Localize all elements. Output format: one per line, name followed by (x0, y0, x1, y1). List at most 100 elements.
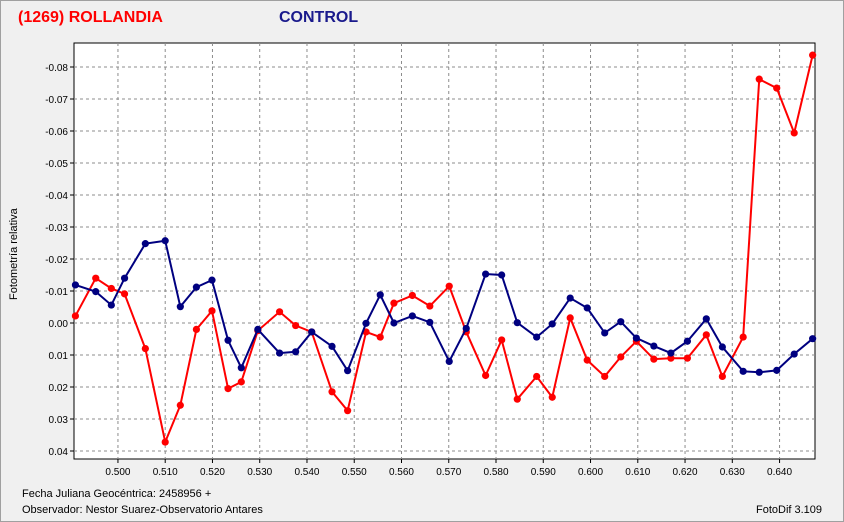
target-data-point (208, 307, 216, 315)
control-data-point (632, 334, 640, 342)
control-data-point (71, 281, 80, 289)
control-data-point (773, 366, 781, 374)
control-data-point (445, 357, 453, 365)
control-data-point (254, 325, 262, 333)
y-tick-label: 0.02 (49, 383, 69, 394)
target-data-point (328, 388, 336, 396)
control-data-point (718, 343, 726, 351)
x-tick-label: 0.530 (247, 467, 272, 478)
target-data-point (92, 274, 100, 282)
target-data-point (344, 407, 352, 415)
control-data-point (583, 304, 591, 312)
target-data-point (275, 308, 284, 316)
target-data-point (292, 321, 300, 330)
x-tick-label: 0.640 (767, 467, 792, 478)
target-data-point (739, 333, 747, 341)
target-data-point (755, 75, 763, 83)
control-data-point (482, 270, 490, 278)
target-data-point (498, 336, 506, 344)
y-tick-label: -0.07 (45, 95, 68, 106)
target-data-point (408, 291, 416, 300)
target-data-point (667, 354, 675, 362)
x-tick-label: 0.590 (531, 467, 556, 478)
y-tick-label: -0.03 (45, 223, 68, 234)
x-tick-label: 0.500 (105, 467, 130, 478)
control-data-point (650, 342, 658, 350)
control-data-point (426, 318, 434, 326)
control-data-point (344, 367, 352, 375)
x-tick-label: 0.550 (342, 467, 367, 478)
target-data-point (141, 345, 149, 353)
control-data-point (328, 342, 336, 350)
target-data-point (809, 51, 817, 59)
target-data-point (617, 353, 625, 361)
target-data-point (120, 290, 129, 298)
y-tick-label: -0.06 (45, 127, 68, 138)
x-tick-label: 0.540 (294, 467, 319, 478)
target-data-point (566, 314, 574, 322)
control-data-point (308, 328, 316, 336)
y-tick-label: 0.04 (49, 447, 69, 458)
x-tick-label: 0.570 (436, 467, 461, 478)
control-data-point (462, 324, 470, 333)
control-data-point (617, 318, 625, 326)
target-data-point (161, 438, 169, 446)
control-data-point (107, 301, 115, 309)
control-data-point (408, 312, 416, 320)
x-tick-label: 0.560 (389, 467, 414, 478)
control-data-point (376, 291, 384, 299)
control-data-point (224, 336, 232, 344)
control-data-point (362, 319, 370, 327)
control-data-point (683, 337, 692, 345)
x-tick-label: 0.600 (578, 467, 603, 478)
y-tick-label: -0.08 (45, 63, 68, 74)
control-data-point (275, 349, 284, 357)
x-tick-label: 0.580 (483, 467, 508, 478)
control-data-point (548, 320, 556, 328)
x-tick-label: 0.630 (720, 467, 745, 478)
y-tick-label: -0.05 (45, 159, 68, 170)
target-data-point (176, 401, 184, 409)
y-tick-label: -0.02 (45, 255, 68, 266)
control-data-point (498, 271, 506, 279)
target-data-point (376, 333, 384, 341)
y-axis-label: Fotometría relativa (8, 208, 20, 300)
target-data-point (548, 393, 556, 401)
control-data-point (390, 319, 398, 327)
target-data-point (237, 378, 245, 386)
control-data-point (809, 335, 817, 343)
target-data-point (702, 331, 710, 339)
control-data-point (739, 367, 747, 375)
control-data-point (208, 276, 216, 284)
target-data-point (390, 299, 398, 307)
control-data-point (566, 294, 574, 302)
control-data-point (92, 288, 100, 296)
y-tick-label: 0.00 (49, 319, 69, 330)
plot-area (73, 42, 816, 460)
control-data-point (790, 350, 798, 358)
x-tick-label: 0.520 (200, 467, 225, 478)
target-data-point (718, 372, 726, 381)
control-data-point (702, 315, 710, 323)
y-tick-label: 0.03 (49, 415, 69, 426)
target-data-point (790, 129, 798, 137)
target-data-point (533, 372, 541, 381)
observer-label: Observador: Nestor Suarez-Observatorio A… (22, 504, 263, 516)
x-tick-label: 0.620 (673, 467, 698, 478)
target-data-point (71, 312, 80, 320)
control-data-point (667, 349, 675, 357)
y-tick-label: 0.01 (49, 351, 69, 362)
control-data-point (192, 283, 200, 291)
control-data-point (120, 274, 129, 282)
y-tick-label: -0.04 (45, 191, 68, 202)
x-tick-label: 0.510 (153, 467, 178, 478)
control-data-point (176, 303, 184, 311)
target-data-point (482, 371, 490, 380)
control-data-point (601, 329, 609, 337)
x-tick-label: 0.610 (625, 467, 650, 478)
target-data-point (583, 356, 591, 364)
control-data-point (141, 240, 149, 248)
control-data-point (292, 348, 300, 356)
control-data-point (161, 237, 169, 245)
